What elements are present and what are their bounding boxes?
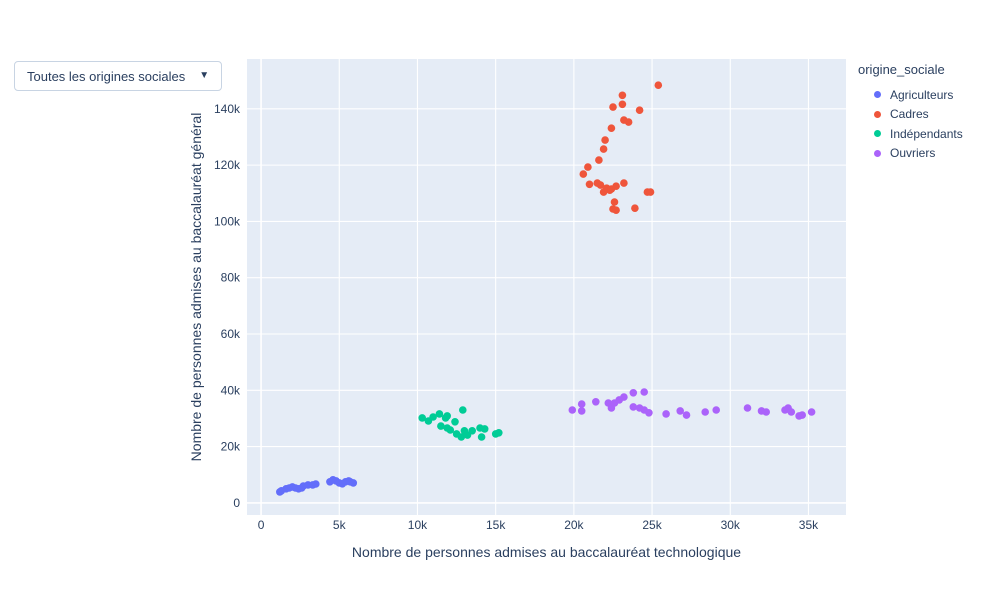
series-agriculteurs <box>276 476 358 496</box>
plot-area[interactable] <box>247 59 846 515</box>
y-tick-label: 0 <box>233 496 240 510</box>
data-point-ouvriers[interactable] <box>807 408 816 416</box>
data-point-cadres[interactable] <box>654 81 663 89</box>
data-point-indépendants[interactable] <box>457 433 466 441</box>
x-tick-label: 10k <box>408 518 428 532</box>
chevron-down-icon: ▼ <box>199 70 210 81</box>
x-tick-label: 25k <box>642 518 662 532</box>
legend-marker-icon <box>874 149 881 157</box>
data-point-indépendants[interactable] <box>443 412 452 420</box>
data-point-cadres[interactable] <box>595 156 603 164</box>
data-point-cadres[interactable] <box>601 136 609 144</box>
data-point-indépendants[interactable] <box>451 418 459 426</box>
data-point-ouvriers[interactable] <box>662 410 670 418</box>
data-point-ouvriers[interactable] <box>682 411 691 419</box>
legend-item-agriculteurs[interactable]: Agriculteurs <box>858 85 963 105</box>
y-tick-label: 120k <box>214 158 241 172</box>
legend-marker-icon <box>874 91 881 99</box>
y-tick-label: 20k <box>221 440 241 454</box>
x-tick-label: 0 <box>258 518 265 532</box>
data-point-ouvriers[interactable] <box>620 393 628 401</box>
y-tick-label: 80k <box>221 271 241 285</box>
data-point-indépendants[interactable] <box>459 406 467 414</box>
x-tick-label: 15k <box>486 518 506 532</box>
y-tick-label: 60k <box>221 327 241 341</box>
data-point-cadres[interactable] <box>607 124 616 132</box>
data-point-cadres[interactable] <box>579 170 588 178</box>
data-point-cadres[interactable] <box>610 198 619 206</box>
legend-marker-icon <box>874 130 881 138</box>
x-tick-label: 35k <box>799 518 819 532</box>
data-point-agriculteurs[interactable] <box>349 479 358 487</box>
legend-marker-icon <box>874 110 881 118</box>
data-point-cadres[interactable] <box>620 179 628 187</box>
data-point-cadres[interactable] <box>599 145 608 153</box>
data-point-ouvriers[interactable] <box>798 411 806 419</box>
data-point-ouvriers[interactable] <box>577 407 586 415</box>
data-point-ouvriers[interactable] <box>712 406 720 414</box>
data-point-indépendants[interactable] <box>437 422 445 430</box>
data-point-ouvriers[interactable] <box>568 406 577 414</box>
series-indépendants <box>418 406 503 441</box>
data-point-cadres[interactable] <box>631 204 639 212</box>
data-point-indépendants[interactable] <box>495 429 503 437</box>
legend-item-label: Cadres <box>890 107 929 122</box>
data-point-cadres[interactable] <box>612 206 620 214</box>
series-cadres <box>579 81 663 214</box>
legend: origine_sociale Agriculteurs Cadres Indépe… <box>858 62 963 163</box>
legend-item-ouvriers[interactable]: Ouvriers <box>858 144 963 164</box>
y-tick-label: 40k <box>221 383 241 397</box>
data-point-indépendants[interactable] <box>477 433 486 441</box>
data-point-cadres[interactable] <box>618 100 627 109</box>
data-point-cadres[interactable] <box>624 118 633 126</box>
data-point-indépendants[interactable] <box>446 426 455 434</box>
legend-items: Agriculteurs Cadres Indépendants Ouvriers <box>858 85 963 163</box>
legend-title: origine_sociale <box>858 62 945 77</box>
legend-item-cadres[interactable]: Cadres <box>858 105 963 125</box>
legend-item-indépendants[interactable]: Indépendants <box>858 124 963 144</box>
data-point-ouvriers[interactable] <box>743 404 752 412</box>
data-point-ouvriers[interactable] <box>577 400 586 408</box>
legend-item-label: Ouvriers <box>890 146 936 161</box>
data-point-ouvriers[interactable] <box>787 408 796 416</box>
data-point-ouvriers[interactable] <box>592 398 600 406</box>
y-tick-label: 100k <box>214 214 241 228</box>
data-point-ouvriers[interactable] <box>640 388 648 396</box>
data-point-indépendants[interactable] <box>480 425 489 433</box>
data-point-ouvriers[interactable] <box>676 407 684 415</box>
data-point-ouvriers[interactable] <box>701 408 709 416</box>
data-point-indépendants[interactable] <box>429 413 437 421</box>
y-tick-label: 140k <box>214 102 241 116</box>
x-axis-title: Nombre de personnes admises au baccalaur… <box>352 544 741 560</box>
data-point-ouvriers[interactable] <box>629 389 638 397</box>
data-point-cadres[interactable] <box>607 185 616 193</box>
data-point-cadres[interactable] <box>584 163 592 171</box>
legend-item-label: Indépendants <box>890 126 963 141</box>
x-tick-label: 30k <box>721 518 741 532</box>
data-point-ouvriers[interactable] <box>762 408 770 416</box>
data-point-cadres[interactable] <box>609 103 617 111</box>
data-point-agriculteurs[interactable] <box>312 480 320 488</box>
origin-filter-dropdown[interactable]: Toutes les origines sociales ▼ <box>14 61 223 91</box>
data-point-cadres[interactable] <box>585 180 594 189</box>
origin-filter-label: Toutes les origines sociales <box>27 68 186 84</box>
data-point-ouvriers[interactable] <box>645 409 653 417</box>
data-point-indépendants[interactable] <box>418 414 427 422</box>
x-tick-label: 5k <box>333 518 347 532</box>
data-point-cadres[interactable] <box>618 91 627 100</box>
y-axis-title: Nombre de personnes admises au baccalaur… <box>188 113 204 462</box>
x-tick-label: 20k <box>564 518 584 532</box>
data-point-indépendants[interactable] <box>468 427 477 435</box>
data-point-ouvriers[interactable] <box>629 403 638 411</box>
data-point-cadres[interactable] <box>635 106 644 114</box>
series-ouvriers <box>568 388 816 420</box>
data-point-cadres[interactable] <box>646 188 655 196</box>
data-point-indépendants[interactable] <box>435 410 444 418</box>
legend-item-label: Agriculteurs <box>890 87 954 102</box>
data-point-cadres[interactable] <box>596 181 605 189</box>
